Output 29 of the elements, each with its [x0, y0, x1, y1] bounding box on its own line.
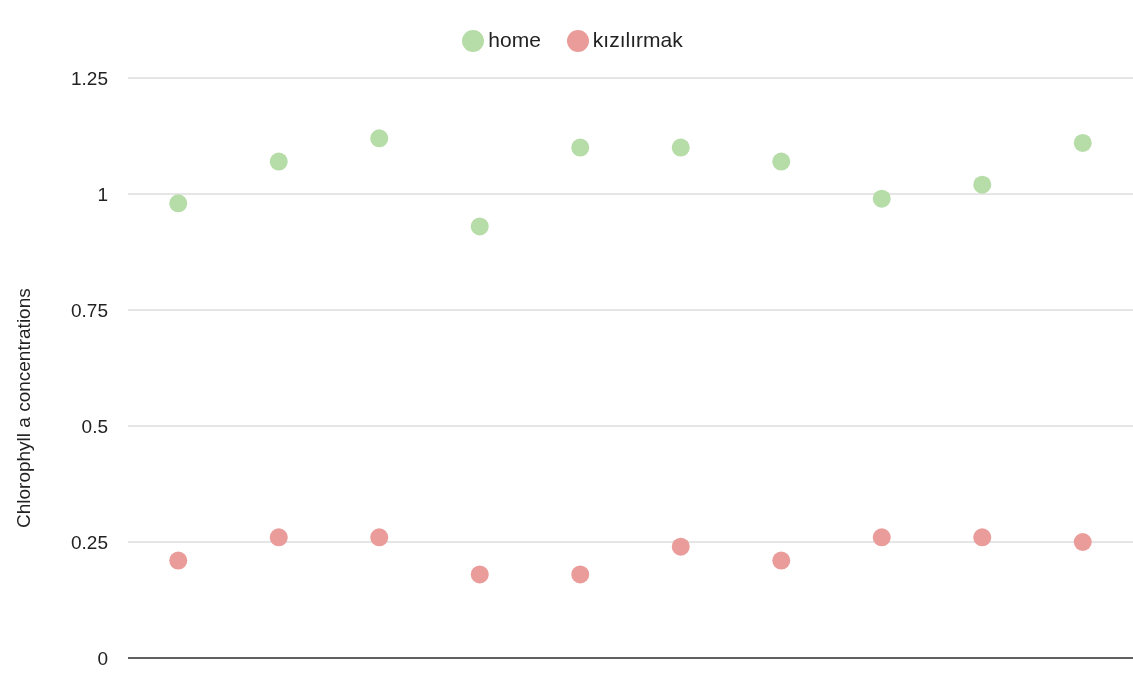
point: [671, 138, 690, 157]
y-axis-title: Chlorophyll a concentrations: [12, 288, 34, 528]
y-tick-label: 0: [97, 647, 108, 669]
point: [269, 152, 288, 171]
point: [772, 152, 791, 171]
point: [973, 528, 992, 547]
point: [1073, 533, 1092, 551]
y-tick-label: 0.75: [71, 299, 108, 321]
point: [973, 175, 992, 194]
point: [671, 537, 690, 556]
legend-label: home: [488, 28, 541, 51]
point: [269, 528, 288, 547]
point: [169, 194, 188, 213]
point: [370, 129, 389, 148]
point: [772, 551, 791, 570]
y-tick-label: 0.5: [81, 415, 108, 437]
point: [571, 565, 590, 584]
point: [169, 551, 188, 570]
y-tick-label: 1: [97, 183, 108, 205]
point: [470, 565, 489, 584]
point: [470, 217, 489, 236]
legend-label: kızılırmak: [592, 28, 683, 51]
point: [872, 189, 891, 208]
point: [571, 138, 590, 157]
point: [872, 528, 891, 547]
point: [370, 528, 389, 547]
y-tick-label: 0.25: [71, 531, 108, 553]
y-tick-label: 1.25: [71, 67, 108, 89]
point: [1073, 133, 1092, 152]
